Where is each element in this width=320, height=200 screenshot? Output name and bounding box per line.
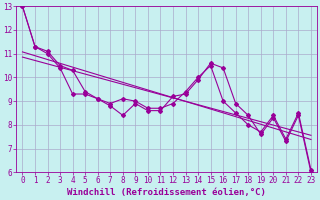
X-axis label: Windchill (Refroidissement éolien,°C): Windchill (Refroidissement éolien,°C)	[67, 188, 266, 197]
